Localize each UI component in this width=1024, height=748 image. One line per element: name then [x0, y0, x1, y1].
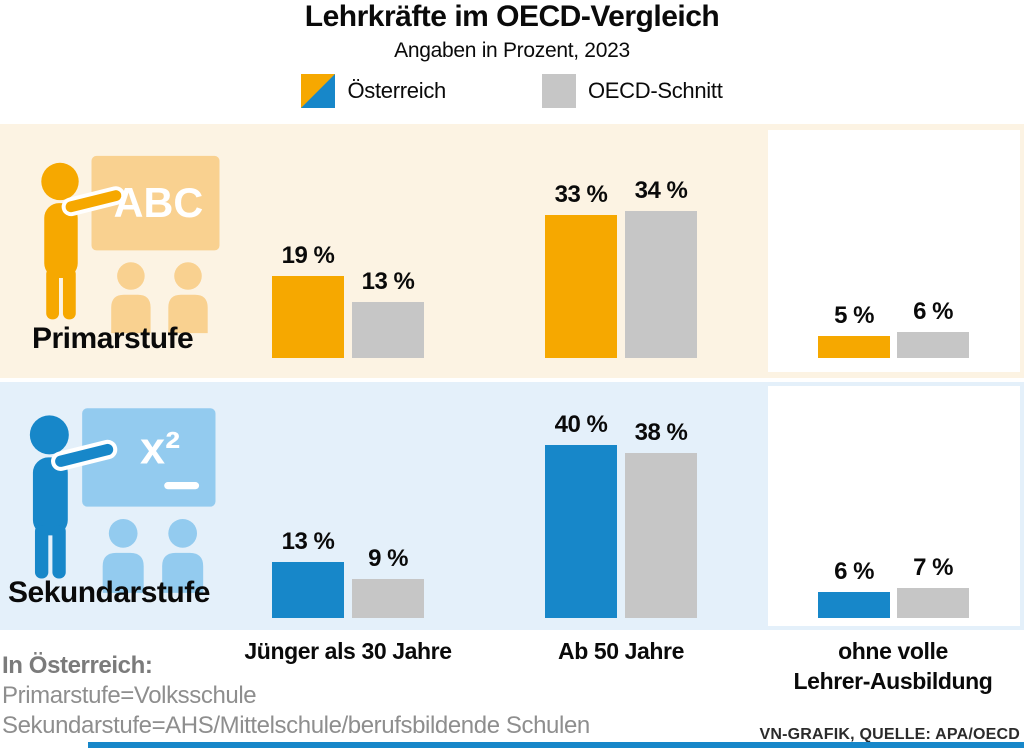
bar-primar-austria-untrained: 5 % — [818, 302, 890, 358]
bar-value-label: 5 % — [834, 302, 874, 329]
bar-value-label: 38 % — [634, 419, 688, 446]
austria-split-swatch-icon — [301, 74, 336, 108]
bar — [272, 276, 344, 358]
bar-value-label: 9 % — [368, 545, 408, 572]
legend-label-austria: Österreich — [347, 78, 446, 103]
row-label-sekundarstufe: Sekundarstufe — [8, 576, 210, 609]
chart-title: Lehrkräfte im OECD-Vergleich — [304, 0, 720, 33]
chart-subtitle: Angaben in Prozent, 2023 — [394, 39, 630, 62]
bar — [545, 215, 617, 358]
svg-text:x²: x² — [140, 423, 180, 474]
bar — [897, 332, 969, 358]
bar-primar-oecd-over50: 34 % — [625, 177, 697, 358]
bar-sekundar-austria-over50: 40 % — [545, 411, 617, 618]
bar — [352, 302, 424, 358]
bar — [897, 588, 969, 618]
highlight-panel-secondary — [768, 386, 1020, 626]
bar-value-label: 40 % — [554, 411, 608, 438]
bar-value-label: 34 % — [634, 177, 688, 204]
bar — [818, 336, 890, 358]
teacher-blackboard-abc-icon: ABC — [41, 155, 220, 334]
legend-item-oecd: OECD-Schnitt — [541, 74, 723, 108]
row-label-primarstufe: Primarstufe — [32, 322, 194, 355]
footnotes: In Österreich: Primarstufe=Volksschule S… — [2, 651, 590, 741]
footnote-heading: In Österreich: — [2, 652, 153, 679]
legend-label-oecd: OECD-Schnitt — [587, 78, 723, 103]
bar-value-label: 6 % — [913, 298, 953, 325]
bar — [352, 579, 424, 618]
row-sekundarstufe: x² Sekundarstufe 13 % 9 % 40 % 38 % — [0, 382, 1024, 630]
bar — [818, 592, 890, 618]
footnote-line: Sekundarstufe=AHS/Mittelschule/berufsbil… — [2, 712, 590, 739]
bar-sekundar-austria-untrained: 6 % — [818, 558, 890, 618]
svg-text:ABC: ABC — [114, 180, 204, 226]
bar-primar-austria-under30: 19 % — [272, 242, 344, 358]
bar-value-label: 33 % — [554, 181, 608, 208]
source-credit: VN-GRAFIK, QUELLE: APA/OECD — [759, 726, 1020, 743]
bar-value-label: 19 % — [281, 242, 335, 269]
bar-primar-oecd-untrained: 6 % — [897, 298, 969, 358]
bar-value-label: 7 % — [913, 554, 953, 581]
bottom-accent-bar — [88, 742, 1024, 748]
bar-value-label: 13 % — [281, 528, 335, 555]
bar — [272, 562, 344, 618]
bar — [545, 445, 617, 618]
bar-value-label: 6 % — [834, 558, 874, 585]
teacher-blackboard-x2-icon: x² — [29, 408, 216, 593]
bar-primar-austria-over50: 33 % — [545, 181, 617, 358]
bar-primar-oecd-under30: 13 % — [352, 268, 424, 358]
footnote-line: Primarstufe=Volksschule — [2, 682, 257, 709]
category-label-untrained: ohne volle Lehrer-Ausbildung — [793, 638, 993, 694]
row-primarstufe: ABC Primarstufe 19 % 13 % 33 % 34 % — [0, 124, 1024, 378]
category-label-over50: Ab 50 Jahre — [558, 638, 684, 664]
highlight-panel-primary — [768, 130, 1020, 372]
bar-sekundar-oecd-over50: 38 % — [625, 419, 697, 618]
legend: Österreich OECD-Schnitt — [0, 74, 1024, 108]
oecd-gray-swatch-icon — [541, 74, 576, 108]
category-label-under30: Jünger als 30 Jahre — [244, 638, 452, 664]
legend-item-austria: Österreich — [301, 74, 446, 108]
bar-value-label: 13 % — [361, 268, 415, 295]
bar-sekundar-austria-under30: 13 % — [272, 528, 344, 618]
bar — [625, 453, 697, 618]
bar-sekundar-oecd-under30: 9 % — [352, 545, 424, 618]
bar-sekundar-oecd-untrained: 7 % — [897, 554, 969, 618]
bar — [625, 211, 697, 358]
